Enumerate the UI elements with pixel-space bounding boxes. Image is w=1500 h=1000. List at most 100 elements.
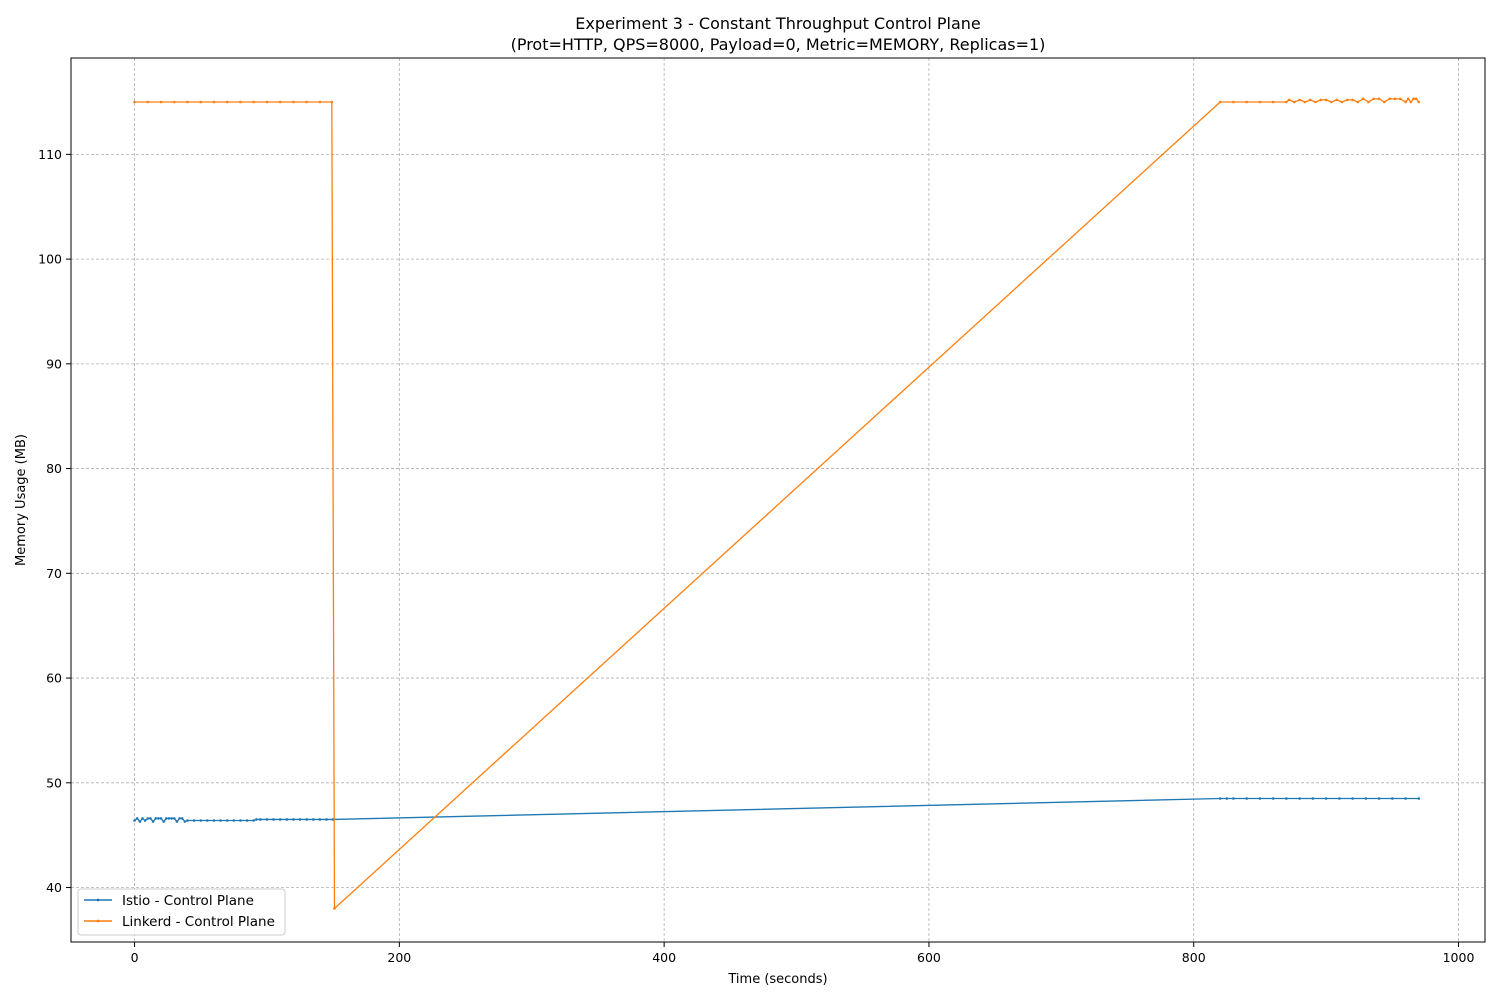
legend: Istio - Control Plane Linkerd - Control … (77, 888, 286, 936)
data-point-linkerd (225, 100, 229, 104)
data-point-istio (285, 818, 289, 821)
data-point-istio (1298, 797, 1301, 800)
data-point-istio (311, 818, 315, 821)
data-point-istio (255, 818, 258, 821)
data-point-linkerd (1356, 100, 1360, 104)
data-point-istio (225, 819, 229, 822)
data-point-linkerd (1303, 100, 1307, 104)
data-point-linkerd (278, 100, 282, 104)
data-point-linkerd (1412, 97, 1415, 101)
data-point-istio (232, 819, 236, 822)
data-point-istio (192, 819, 196, 822)
series-layer (133, 97, 1421, 910)
data-point-istio (151, 820, 155, 823)
y-axis-label: Memory Usage (MB) (14, 434, 29, 566)
x-tick-label: 1000 (1443, 950, 1475, 965)
data-point-linkerd (1258, 100, 1262, 104)
data-point-istio (143, 819, 147, 822)
data-point-istio (170, 817, 173, 820)
x-tick-label: 400 (652, 950, 676, 965)
x-tick-label: 800 (1182, 950, 1206, 965)
series-points-linkerd (133, 97, 1421, 910)
data-point-linkerd (1383, 100, 1386, 104)
data-point-linkerd (1414, 97, 1418, 101)
data-point-linkerd (1314, 100, 1317, 104)
legend-marker-istio (96, 898, 100, 902)
series-line-istio (134, 797, 1419, 823)
data-point-linkerd (1340, 100, 1344, 104)
data-point-istio (186, 819, 189, 822)
data-point-istio (157, 817, 160, 820)
data-point-linkerd (318, 100, 322, 104)
data-point-linkerd (1398, 97, 1402, 101)
data-point-linkerd (212, 100, 216, 104)
y-tick-label: 50 (46, 775, 62, 790)
x-tick-label: 200 (387, 950, 411, 965)
x-tick-label: 600 (917, 950, 941, 965)
data-point-linkerd (1406, 97, 1410, 101)
data-point-linkerd (252, 100, 256, 104)
data-point-istio (298, 818, 302, 821)
data-point-istio (1285, 797, 1288, 800)
data-point-istio (278, 818, 282, 821)
data-point-linkerd (1298, 98, 1301, 102)
data-point-istio (239, 819, 242, 822)
data-point-linkerd (1409, 100, 1413, 104)
data-point-linkerd (186, 100, 189, 104)
data-point-istio (146, 817, 150, 820)
legend-label-linkerd: Linkerd - Control Plane (122, 914, 275, 930)
data-point-linkerd (333, 907, 336, 910)
data-point-linkerd (1245, 100, 1248, 104)
chart-title: Experiment 3 - Constant Throughput Contr… (575, 14, 981, 33)
data-point-linkerd (1319, 98, 1323, 102)
data-point-istio (162, 820, 165, 823)
x-axis-label: Time (seconds) (727, 972, 827, 987)
data-point-istio (154, 817, 158, 820)
data-point-linkerd (146, 100, 150, 104)
data-point-linkerd (1417, 100, 1421, 104)
data-point-istio (1245, 797, 1248, 800)
data-point-istio (1377, 797, 1381, 800)
series-points-istio (133, 797, 1421, 823)
data-point-linkerd (199, 100, 203, 104)
data-point-linkerd (1285, 100, 1288, 104)
data-point-istio (1391, 797, 1394, 800)
series-line-linkerd (134, 98, 1420, 910)
data-point-istio (180, 817, 184, 820)
data-point-linkerd (1232, 100, 1235, 104)
data-point-linkerd (1293, 100, 1296, 104)
data-point-istio (292, 818, 295, 821)
data-point-istio (1258, 797, 1262, 800)
data-point-linkerd (1404, 100, 1407, 104)
data-point-linkerd (1393, 97, 1397, 101)
data-point-linkerd (1346, 98, 1349, 102)
data-point-istio (252, 819, 256, 822)
data-point-linkerd (1308, 98, 1312, 102)
data-point-istio (265, 818, 269, 821)
data-point-istio (1417, 797, 1421, 800)
data-point-istio (141, 817, 144, 820)
data-point-istio (1324, 797, 1328, 800)
data-point-linkerd (1287, 98, 1291, 102)
data-point-istio (199, 819, 203, 822)
y-tick-label: 90 (46, 356, 62, 371)
data-point-linkerd (133, 100, 136, 104)
data-point-istio (1311, 797, 1315, 800)
data-point-istio (325, 818, 328, 821)
data-point-istio (175, 820, 179, 823)
data-point-istio (1232, 797, 1235, 800)
legend-box (77, 888, 286, 936)
data-point-linkerd (1377, 97, 1381, 101)
data-point-istio (219, 819, 222, 822)
data-point-linkerd (1324, 98, 1328, 102)
y-tick-label: 60 (46, 671, 62, 686)
data-point-istio (133, 819, 136, 822)
data-point-istio (245, 819, 249, 822)
data-point-linkerd (172, 100, 176, 104)
data-point-linkerd (159, 100, 163, 104)
data-point-linkerd (239, 100, 242, 104)
data-point-istio (135, 817, 139, 820)
y-tick-label: 70 (46, 566, 62, 581)
data-point-istio (318, 818, 322, 821)
